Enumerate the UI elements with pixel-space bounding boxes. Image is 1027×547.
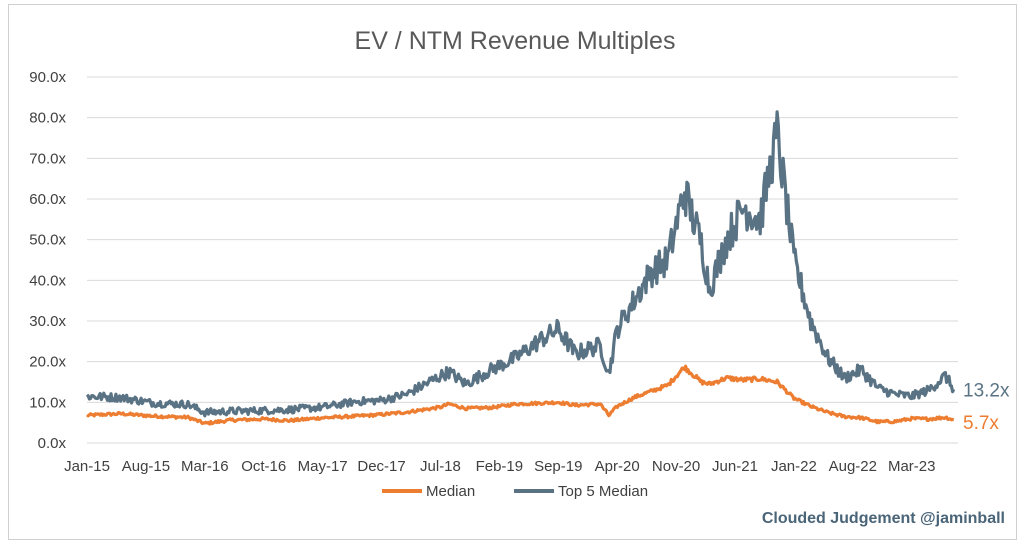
legend: Median Top 5 Median: [382, 483, 648, 500]
x-tick-label: Jun-21: [712, 458, 758, 475]
x-tick-label: Dec-17: [357, 458, 405, 475]
y-tick-label: 20.0x: [29, 354, 66, 371]
x-tick-label: Nov-20: [652, 458, 700, 475]
x-tick-label: Sep-19: [534, 458, 582, 475]
x-tick-label: Aug-22: [829, 458, 877, 475]
end-labels: 5.7x 13.2x: [963, 380, 1010, 434]
y-tick-label: 50.0x: [29, 232, 66, 249]
series-lines: [85, 110, 956, 426]
watermark: Clouded Judgement @jaminball: [761, 510, 1005, 527]
gridlines: [87, 76, 958, 444]
x-tick-label: Jul-18: [420, 458, 461, 475]
y-tick-label: 90.0x: [29, 69, 66, 86]
y-tick-label: 70.0x: [29, 150, 66, 167]
legend-label: Median: [426, 483, 475, 500]
y-tick-label: 60.0x: [29, 191, 66, 208]
x-axis-ticks: Jan-15 Aug-15 Mar-16 Oct-16 May-17 Dec-17 Jul-…: [64, 458, 935, 475]
end-label: 13.2x: [963, 380, 1010, 401]
x-tick-label: Jan-22: [771, 458, 817, 475]
x-tick-label: Jan-15: [64, 458, 110, 475]
x-tick-label: May-17: [298, 458, 348, 475]
y-tick-label: 30.0x: [29, 313, 66, 330]
y-tick-label: 0.0x: [38, 435, 67, 452]
y-tick-label: 10.0x: [29, 394, 66, 411]
series-line-top5-median: [85, 110, 956, 418]
series-line-median: [86, 364, 955, 426]
y-axis-ticks: 0.0x 10.0x 20.0x 30.0x 40.0x 50.0x 60.0x 70.0x 8…: [29, 69, 66, 452]
end-label: 5.7x: [963, 413, 999, 434]
x-tick-label: Apr-20: [595, 458, 640, 475]
x-tick-label: Mar-16: [181, 458, 229, 475]
x-tick-label: Oct-16: [241, 458, 286, 475]
chart-frame: [8, 4, 1017, 540]
x-tick-label: Feb-19: [476, 458, 524, 475]
x-tick-label: Aug-15: [122, 458, 170, 475]
x-tick-label: Mar-23: [888, 458, 936, 475]
legend-label: Top 5 Median: [558, 483, 648, 500]
chart-title: EV / NTM Revenue Multiples: [355, 27, 676, 55]
y-tick-label: 80.0x: [29, 110, 66, 127]
y-tick-label: 40.0x: [29, 272, 66, 289]
